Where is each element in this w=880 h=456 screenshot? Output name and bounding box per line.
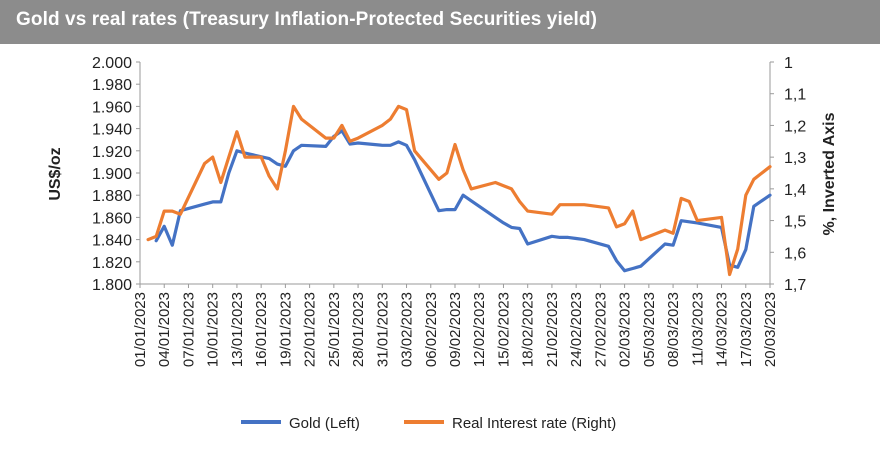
series-line-gold (154, 129, 772, 273)
x-tick-label: 09/02/2023 (447, 292, 464, 367)
x-tick-label: 20/03/2023 (762, 292, 779, 367)
x-tick-label: 14/03/2023 (714, 292, 731, 367)
left-tick-label: 2.000 (92, 55, 132, 72)
legend-label-real-rate: Real Interest rate (Right) (452, 415, 616, 432)
x-tick-label: 21/02/2023 (544, 292, 561, 367)
title-bar: Gold vs real rates (Treasury Inflation-P… (0, 0, 880, 44)
left-tick-label: 1.820 (92, 255, 132, 272)
left-tick-label: 1.800 (92, 277, 132, 294)
x-tick-label: 16/01/2023 (253, 292, 270, 367)
y-axis-label-left: US$/oz (47, 147, 64, 200)
left-tick-label: 1.960 (92, 99, 132, 116)
chart-area: 1.800 1.820 1.840 1.860 1.880 1.900 1.920 1.940… (47, 55, 838, 432)
x-tick-label: 25/01/2023 (326, 292, 343, 367)
right-tick-label: 1,2 (784, 118, 806, 135)
chart-title: Gold vs real rates (Treasury Inflation-P… (16, 9, 598, 30)
left-tick-label: 1.940 (92, 122, 132, 139)
left-tick-label: 1.860 (92, 210, 132, 227)
left-tick-label: 1.920 (92, 144, 132, 161)
x-tick-label: 03/02/2023 (399, 292, 416, 367)
x-tick-label: 28/01/2023 (350, 292, 367, 367)
x-tick-label: 04/01/2023 (156, 292, 173, 367)
x-tick-label: 06/02/2023 (423, 292, 440, 367)
x-axis: 01/01/2023 04/01/2023 07/01/2023 10/01/2023… (132, 284, 779, 367)
x-tick-label: 07/01/2023 (180, 292, 197, 367)
left-tick-label: 1.900 (92, 166, 132, 183)
y-axis-label-right: %, Inverted Axis (821, 112, 838, 235)
legend: Gold (Left) Real Interest rate (Right) (241, 415, 616, 432)
right-tick-label: 1,1 (784, 87, 806, 104)
x-tick-label: 15/02/2023 (495, 292, 512, 367)
x-tick-label: 19/01/2023 (277, 292, 294, 367)
x-tick-label: 31/01/2023 (374, 292, 391, 367)
x-tick-label: 10/01/2023 (205, 292, 222, 367)
x-tick-label: 12/02/2023 (471, 292, 488, 367)
x-tick-label: 02/03/2023 (617, 292, 634, 367)
right-axis: 1 1,1 1,2 1,3 1,4 1,5 1,6 1,7 (770, 55, 806, 294)
right-tick-label: 1,3 (784, 150, 806, 167)
legend-label-gold: Gold (Left) (289, 415, 360, 432)
x-tick-label: 08/03/2023 (665, 292, 682, 367)
x-tick-label: 18/02/2023 (520, 292, 537, 367)
right-tick-label: 1,7 (784, 277, 806, 294)
right-tick-label: 1,6 (784, 245, 806, 262)
right-tick-label: 1,4 (784, 182, 806, 199)
x-tick-label: 11/03/2023 (689, 292, 706, 366)
x-tick-label: 13/01/2023 (229, 292, 246, 367)
left-tick-label: 1.980 (92, 77, 132, 94)
right-tick-label: 1,5 (784, 214, 806, 231)
x-tick-label: 01/01/2023 (132, 292, 149, 367)
x-tick-label: 22/01/2023 (302, 292, 319, 367)
x-tick-label: 17/03/2023 (738, 292, 755, 367)
left-axis: 1.800 1.820 1.840 1.860 1.880 1.900 1.920 1.940… (92, 55, 140, 294)
plot-frame (139, 62, 771, 285)
series-layer (146, 104, 772, 277)
left-tick-label: 1.840 (92, 233, 132, 250)
right-tick-label: 1 (784, 55, 793, 72)
left-tick-label: 1.880 (92, 188, 132, 205)
x-tick-label: 24/02/2023 (568, 292, 585, 367)
x-tick-label: 27/02/2023 (592, 292, 609, 367)
x-tick-label: 05/03/2023 (641, 292, 658, 367)
series-line-real-rate (146, 104, 772, 277)
